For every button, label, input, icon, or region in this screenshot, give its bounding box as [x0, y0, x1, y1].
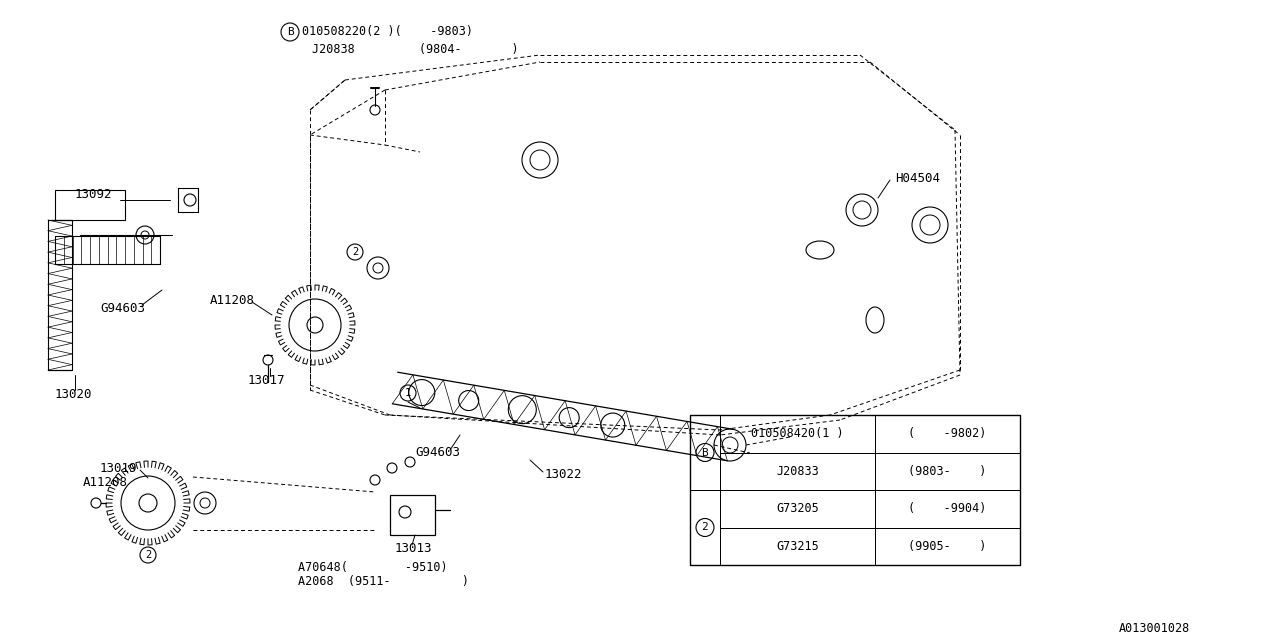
Bar: [719, 415, 876, 452]
Bar: [719, 527, 876, 565]
Text: 1: 1: [404, 388, 411, 398]
Text: (    -9802): ( -9802): [909, 428, 987, 440]
Text: 2: 2: [701, 522, 708, 532]
Text: G94603: G94603: [100, 301, 145, 314]
Text: 13017: 13017: [248, 374, 285, 387]
Text: (9905-    ): (9905- ): [909, 540, 987, 553]
Text: B: B: [701, 447, 708, 458]
Text: 13092: 13092: [76, 189, 113, 202]
Text: 2: 2: [352, 247, 358, 257]
Text: 010508220(2 )(    -9803): 010508220(2 )( -9803): [302, 26, 474, 38]
Text: G94603: G94603: [415, 445, 460, 458]
Text: B: B: [287, 27, 293, 37]
Bar: [876, 527, 1020, 565]
Text: J20833: J20833: [776, 465, 819, 477]
Text: G73215: G73215: [776, 540, 819, 553]
Text: A70648(        -9510): A70648( -9510): [298, 561, 448, 575]
Bar: [719, 452, 876, 490]
Text: A2068  (9511-          ): A2068 (9511- ): [298, 575, 468, 589]
Bar: [876, 415, 1020, 452]
Bar: [876, 452, 1020, 490]
Bar: [390, 495, 435, 535]
Text: J20838         (9804-       ): J20838 (9804- ): [312, 44, 518, 56]
Text: 2: 2: [145, 550, 151, 560]
Bar: [719, 490, 876, 527]
Text: 13020: 13020: [55, 388, 92, 401]
Text: (    -9904): ( -9904): [909, 502, 987, 515]
Text: H04504: H04504: [895, 172, 940, 184]
Text: (9803-    ): (9803- ): [909, 465, 987, 477]
Text: A11208: A11208: [83, 476, 128, 488]
Bar: [690, 490, 719, 565]
Text: G73205: G73205: [776, 502, 819, 515]
Text: A11208: A11208: [210, 294, 255, 307]
Text: 13019: 13019: [100, 461, 137, 474]
Text: 13022: 13022: [545, 468, 582, 481]
Text: 010508420(1 ): 010508420(1 ): [751, 428, 844, 440]
Text: 13013: 13013: [396, 541, 433, 554]
Text: A013001028: A013001028: [1119, 621, 1190, 634]
Bar: [690, 415, 719, 490]
Bar: [876, 490, 1020, 527]
Bar: [55, 190, 125, 220]
Bar: [690, 415, 1020, 565]
